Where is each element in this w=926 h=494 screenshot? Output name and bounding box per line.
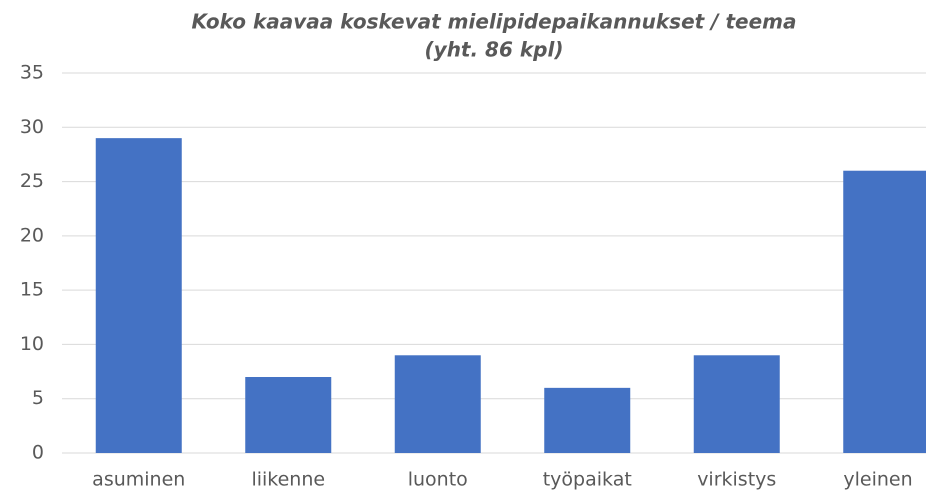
y-tick-label: 0 <box>32 442 44 464</box>
bar <box>394 355 481 453</box>
y-tick-label: 20 <box>20 224 44 246</box>
x-tick-label: liikenne <box>251 469 325 491</box>
y-tick-label: 25 <box>20 170 44 192</box>
bar <box>843 170 926 453</box>
x-tick-label: työpaikat <box>543 469 632 491</box>
y-tick-label: 30 <box>20 116 44 138</box>
x-tick-label: asuminen <box>92 469 185 491</box>
chart-title: (yht. 86 kpl) <box>425 38 564 62</box>
bar <box>95 138 182 453</box>
x-tick-label: yleinen <box>843 469 912 491</box>
y-tick-label: 15 <box>20 279 44 301</box>
bar <box>693 355 780 453</box>
x-tick-label: luonto <box>408 469 468 491</box>
x-tick-label: virkistys <box>697 469 776 491</box>
bar <box>245 377 332 453</box>
y-tick-label: 10 <box>20 333 44 355</box>
bar <box>544 387 631 453</box>
y-tick-label: 35 <box>20 62 44 84</box>
chart-title: Koko kaavaa koskevat mielipidepaikannuks… <box>192 10 797 34</box>
y-tick-label: 5 <box>32 387 44 409</box>
